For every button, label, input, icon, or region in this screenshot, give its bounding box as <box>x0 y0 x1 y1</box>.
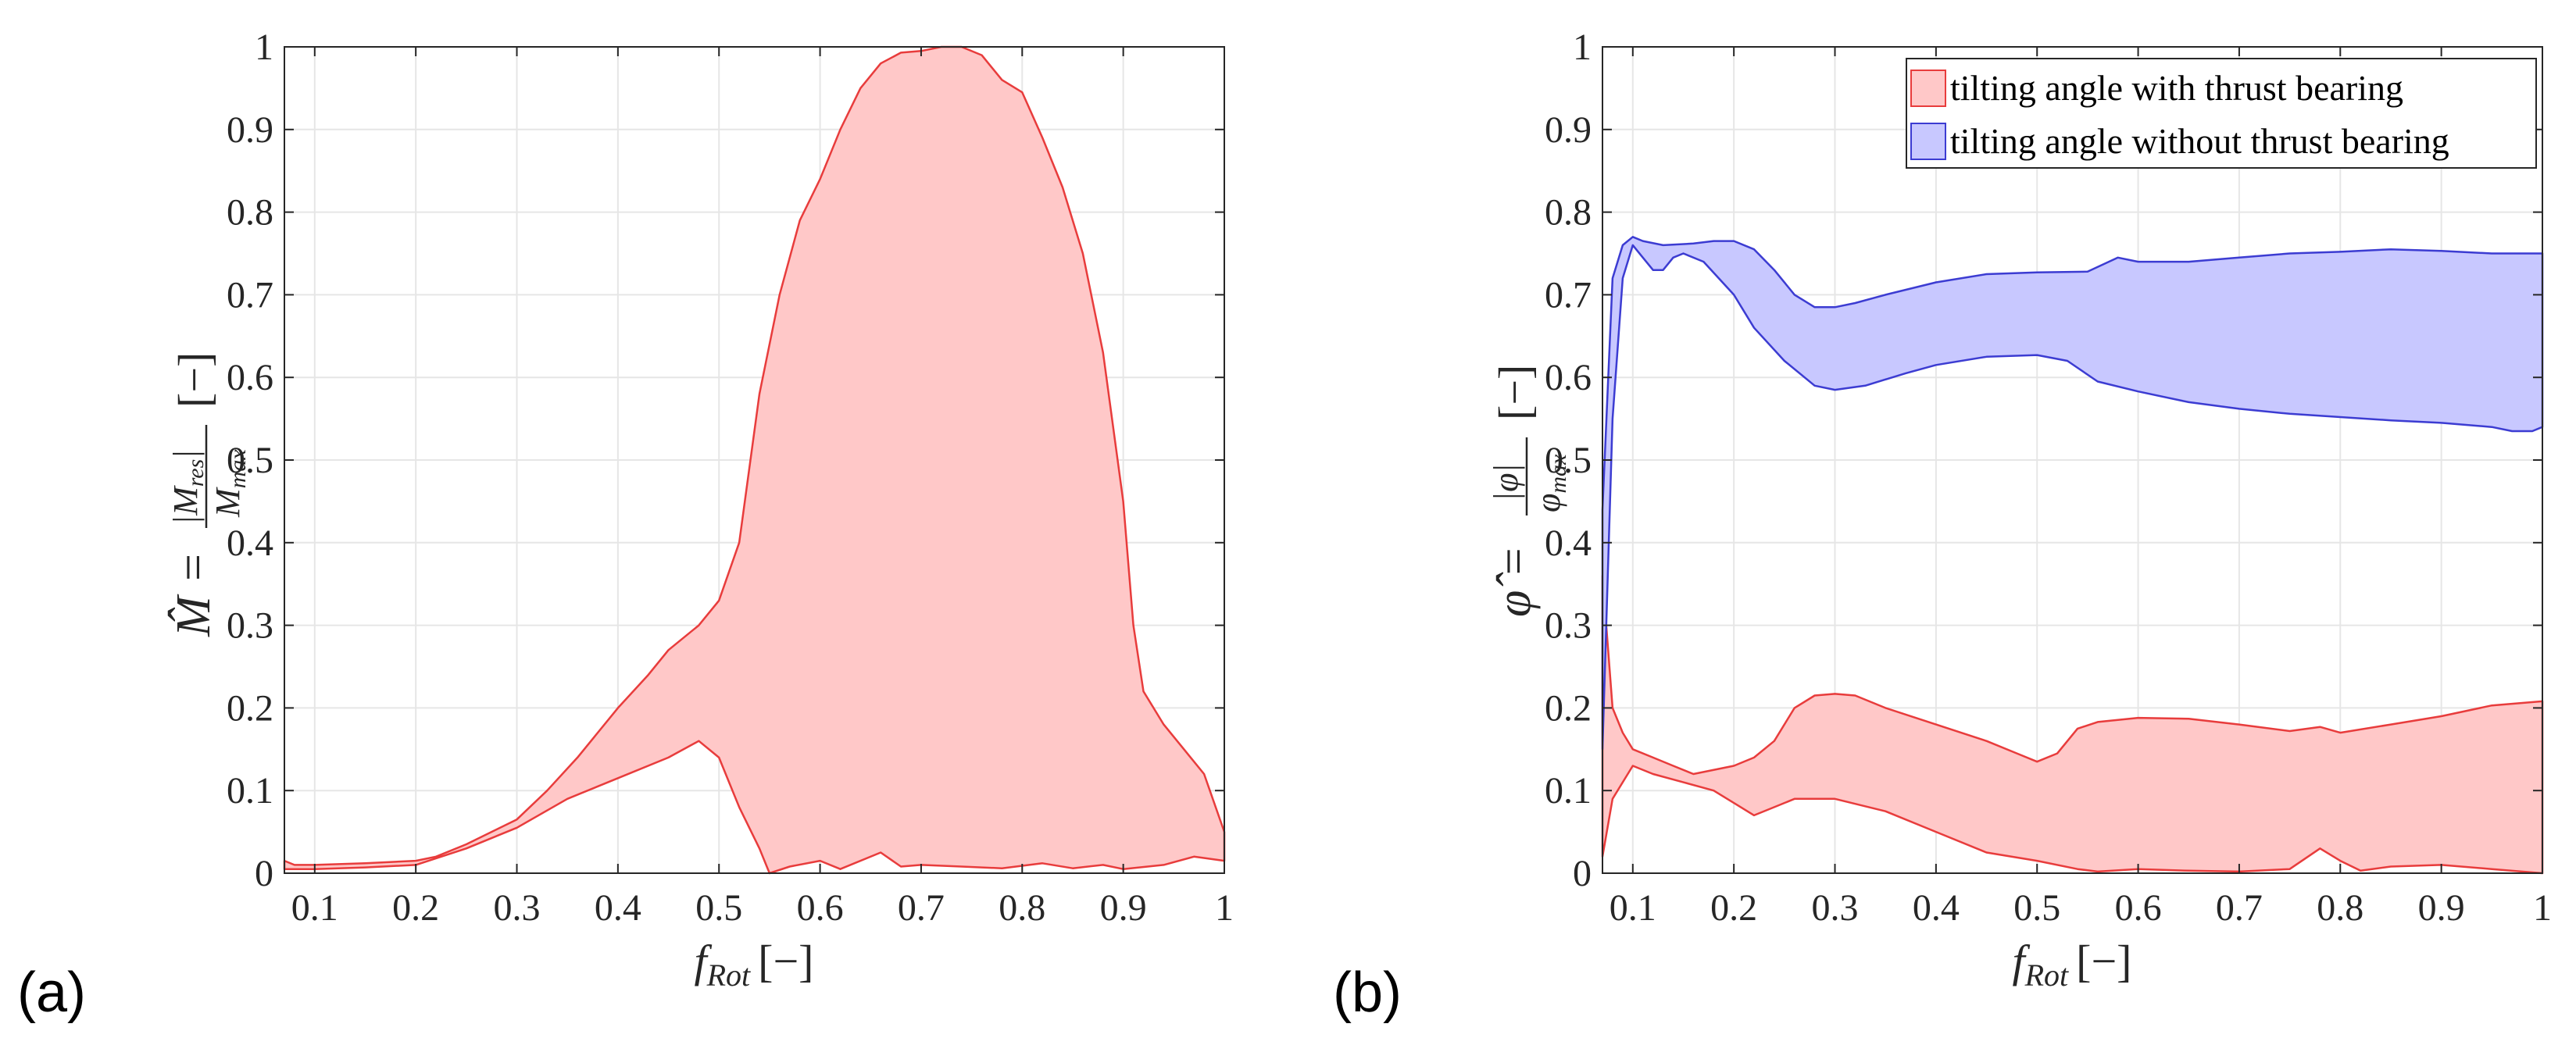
y-tick-label: 0.5 <box>1545 440 1592 481</box>
y-tick-label: 0.2 <box>1545 687 1592 729</box>
y-label-unit-b: [−] <box>1489 365 1540 420</box>
y-tick-label: 0.4 <box>1545 523 1592 564</box>
x-axis-label-b: fRot [−] <box>2012 936 2131 993</box>
x-tick-label: 1 <box>1215 887 1234 929</box>
y-axis-label-b: φ̂ = |φ| φmax [−] <box>1487 365 1571 617</box>
y-label-numerator-a: |Mres| <box>166 450 209 525</box>
y-tick-label: 1 <box>1573 27 1592 68</box>
x-tick-label: 0.8 <box>2317 887 2363 929</box>
x-tick-label: 0.9 <box>2418 887 2465 929</box>
y-tick-label: 0.3 <box>1545 605 1592 647</box>
y-tick-label: 0.6 <box>1545 357 1592 398</box>
y-label-lhs-a: M̂ = <box>167 551 220 637</box>
x-tick-label: 0.3 <box>1812 887 1859 929</box>
band-tilting-angle-with-thrust-bearing <box>1601 574 2544 875</box>
legend-box <box>1906 58 2537 169</box>
x-tick-label: 0.8 <box>999 887 1045 929</box>
y-tick-label: 0.2 <box>227 687 273 729</box>
band-tilting-angle-without-thrust-bearing <box>1601 236 2544 751</box>
series-b <box>1601 236 2544 875</box>
y-label-denominator-b: φmax <box>1529 454 1571 512</box>
series-a <box>283 45 1226 875</box>
x-tick-labels-b: 0.1 0.2 0.3 0.4 0.5 0.6 0.7 0.8 0.9 1 <box>1610 887 2552 929</box>
y-tick-label: 0.8 <box>1545 192 1592 234</box>
x-tick-label: 0.7 <box>2216 887 2263 929</box>
x-tick-label: 0.7 <box>898 887 945 929</box>
x-tick-label: 0.2 <box>392 887 439 929</box>
legend-swatch-with-thrust-bearing <box>1910 70 1946 107</box>
y-label-lhs-b: φ̂ = <box>1488 545 1541 617</box>
y-tick-labels-b: 0 0.1 0.2 0.3 0.4 0.5 0.6 0.7 0.8 0.9 1 <box>1545 27 1592 894</box>
y-tick-label: 0.6 <box>227 357 273 398</box>
y-label-denominator-a: Mmax <box>209 449 251 518</box>
x-tick-label: 0.1 <box>291 887 338 929</box>
ticks-b <box>1602 46 2543 874</box>
x-tick-label: 1 <box>2533 887 2552 929</box>
y-axis-label-a: M̂ = |Mres| Mmax [−] <box>166 352 251 637</box>
y-tick-labels-a: 0 0.1 0.2 0.3 0.4 0.5 0.6 0.7 0.8 0.9 1 <box>227 27 273 894</box>
panel-label-a: (a) <box>17 961 86 1024</box>
x-tick-label: 0.9 <box>1100 887 1147 929</box>
y-tick-label: 1 <box>255 27 273 68</box>
legend-entry-without-thrust-bearing: tilting angle without thrust bearing <box>1950 121 2449 161</box>
y-tick-label: 0.9 <box>1545 109 1592 151</box>
y-tick-label: 0.3 <box>227 605 273 647</box>
y-tick-label: 0.9 <box>227 109 273 151</box>
legend-swatch-without-thrust-bearing <box>1910 123 1946 160</box>
y-tick-label: 0.4 <box>227 523 273 564</box>
x-tick-label: 0.5 <box>2013 887 2060 929</box>
y-label-unit-a: [−] <box>169 352 220 408</box>
y-tick-label: 0 <box>1573 853 1592 894</box>
x-tick-label: 0.4 <box>1913 887 1960 929</box>
y-tick-label: 0.8 <box>227 192 273 234</box>
x-tick-label: 0.6 <box>2115 887 2162 929</box>
legend-entry-with-thrust-bearing: tilting angle with thrust bearing <box>1950 68 2403 108</box>
x-tick-label: 0.4 <box>595 887 641 929</box>
y-label-numerator-b: |φ| <box>1487 463 1525 501</box>
x-tick-label: 0.5 <box>695 887 742 929</box>
y-tick-label: 0.1 <box>227 770 273 811</box>
band-resulting-moment-envelope <box>283 45 1226 875</box>
x-tick-label: 0.2 <box>1710 887 1757 929</box>
x-tick-labels-a: 0.1 0.2 0.3 0.4 0.5 0.6 0.7 0.8 0.9 1 <box>291 887 1234 929</box>
legend-b: tilting angle with thrust bearing tiltin… <box>1906 58 2537 169</box>
y-tick-label: 0 <box>255 853 273 894</box>
y-tick-label: 0.7 <box>227 274 273 316</box>
y-tick-label: 0.5 <box>227 440 273 481</box>
chart-panel-b: 0.1 0.2 0.3 0.4 0.5 0.6 0.7 0.8 0.9 1 00.10.20.30… <box>1333 27 2552 1024</box>
x-tick-label: 0.6 <box>797 887 844 929</box>
panel-label-b: (b) <box>1333 961 1402 1024</box>
x-axis-label-a: fRot [−] <box>694 936 813 993</box>
ticks-a <box>284 46 1225 874</box>
chart-panel-a: 0.1 0.2 0.3 0.4 0.5 0.6 0.7 0.8 0.9 1 00.10.20.30… <box>17 27 1234 1024</box>
x-tick-label: 0.1 <box>1610 887 1656 929</box>
y-tick-label: 0.1 <box>1545 770 1592 811</box>
y-tick-label: 0.7 <box>1545 274 1592 316</box>
x-tick-label: 0.3 <box>494 887 541 929</box>
